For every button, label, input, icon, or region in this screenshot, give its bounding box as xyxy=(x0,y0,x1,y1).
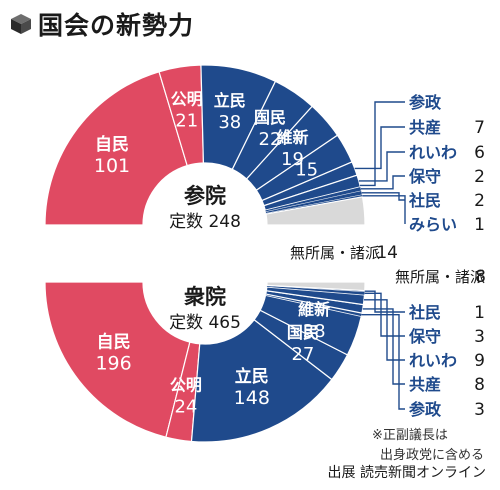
callout-line-upper-2 xyxy=(358,151,405,182)
callout-party-upper-2: れいわ xyxy=(409,143,457,162)
callout-count-lower-1: 3 xyxy=(474,327,485,347)
callout-count-upper-5: 1 xyxy=(474,215,485,235)
seat-wedge-lower-無所属・諸派-10 xyxy=(266,281,366,292)
seat-wedge-upper-自民-0 xyxy=(44,70,188,226)
seat-count-upper-5: 15 xyxy=(295,159,318,180)
party-label-upper-0: 自民 xyxy=(95,134,129,155)
callout-party-lower-4: 参政 xyxy=(409,400,442,419)
party-label-upper-4: 維新 xyxy=(276,128,308,147)
lower-house-chart xyxy=(44,221,366,443)
house-name-lower: 衆院 xyxy=(184,285,226,309)
party-label-upper-3: 国民 xyxy=(254,108,286,127)
callout-count-lower-2: 9 xyxy=(474,351,485,371)
seat-count-lower-1: 24 xyxy=(174,396,197,417)
cube-icon xyxy=(11,14,31,34)
footnote-line-0: ※正副議長は xyxy=(372,428,448,443)
page-title: 国会の新勢力 xyxy=(38,11,195,40)
seat-wedge-lower-自民-0 xyxy=(44,281,191,438)
callout-line-lower-2 xyxy=(364,299,405,361)
party-label-lower-4: 維新 xyxy=(298,300,330,319)
source-credit: 出展 読売新聞オンライン xyxy=(327,465,486,481)
seat-count-upper-3: 22 xyxy=(259,129,282,150)
house-total-lower: 定数 465 xyxy=(169,313,241,333)
party-label-lower-0: 自民 xyxy=(97,331,131,352)
donut-hole-lower xyxy=(144,221,266,343)
seat-count-lower-4: 38 xyxy=(303,321,326,342)
other-count-lower: 8 xyxy=(475,267,486,287)
callout-count-upper-1: 7 xyxy=(474,118,485,138)
seat-count-lower-3: 27 xyxy=(291,344,314,365)
title-row: 国会の新勢力 xyxy=(10,8,194,40)
callout-count-lower-3: 8 xyxy=(474,375,485,395)
footnote-line-1: 出身政党に含める xyxy=(380,447,484,463)
callout-lines xyxy=(354,101,406,410)
callout-party-upper-1: 共産 xyxy=(409,118,441,137)
house-total-upper: 定数 248 xyxy=(169,212,241,232)
seat-count-lower-2: 148 xyxy=(234,387,270,409)
callout-party-lower-1: 保守 xyxy=(408,327,441,346)
seat-count-upper-0: 101 xyxy=(94,155,130,177)
seat-count-upper-4: 19 xyxy=(281,149,304,170)
callout-party-lower-0: 社民 xyxy=(408,303,441,322)
seat-count-upper-1: 21 xyxy=(175,111,198,132)
callout-count-lower-0: 1 xyxy=(474,303,485,323)
callout-line-lower-4 xyxy=(361,314,405,410)
seat-wedge-upper-無所属・諸派-11 xyxy=(265,196,366,226)
other-label-upper: 無所属・諸派 xyxy=(290,244,380,262)
party-label-lower-2: 立民 xyxy=(235,366,269,387)
callout-line-upper-5 xyxy=(362,195,406,224)
callout-party-upper-0: 参政 xyxy=(409,93,442,112)
callout-party-upper-3: 保守 xyxy=(408,167,441,186)
seat-count-upper-2: 38 xyxy=(218,112,241,133)
callout-party-lower-3: 共産 xyxy=(409,375,441,394)
callout-count-upper-4: 2 xyxy=(474,191,485,211)
other-count-upper: 14 xyxy=(376,243,398,263)
callout-count-upper-3: 2 xyxy=(474,167,485,187)
callout-count-lower-4: 3 xyxy=(474,400,485,420)
party-label-upper-2: 立民 xyxy=(214,91,246,110)
seat-wedge-lower-立民-2 xyxy=(190,318,333,443)
callout-party-upper-5: みらい xyxy=(409,215,457,234)
callout-party-lower-2: れいわ xyxy=(409,351,457,370)
callout-line-upper-3 xyxy=(360,175,405,190)
other-label-lower: 無所属・諸派 xyxy=(395,268,485,286)
party-label-lower-1: 公明 xyxy=(170,375,202,394)
callout-line-upper-1 xyxy=(354,126,405,170)
party-label-upper-1: 公明 xyxy=(171,90,203,109)
callout-count-upper-2: 6 xyxy=(474,143,485,163)
callout-line-lower-0 xyxy=(364,290,405,313)
party-label-lower-3: 国民 xyxy=(287,323,319,342)
callout-line-upper-0 xyxy=(360,101,405,187)
callout-party-upper-4: 社民 xyxy=(408,191,441,210)
house-name-upper: 参院 xyxy=(184,184,226,208)
seat-count-lower-0: 196 xyxy=(95,352,131,374)
